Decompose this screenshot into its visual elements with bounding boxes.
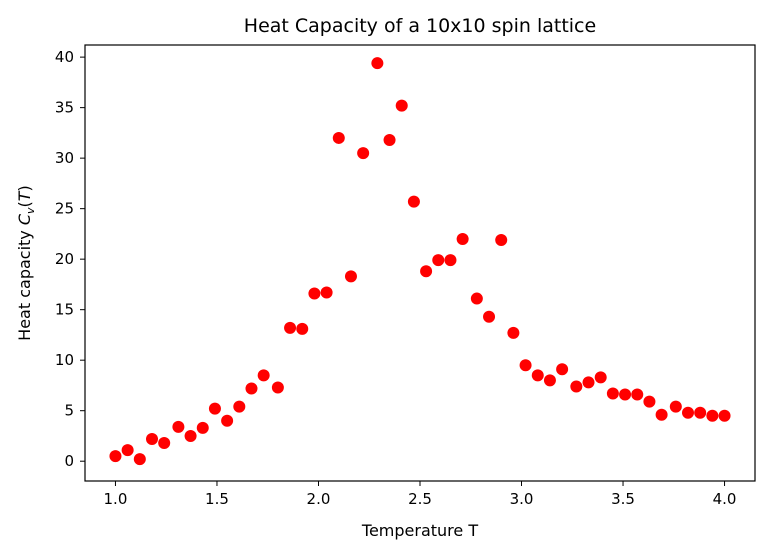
data-point [507,326,520,339]
data-point [669,400,682,413]
data-point [531,369,544,382]
data-point [606,387,619,400]
data-point [444,254,457,267]
data-point [432,254,445,267]
x-axis: 1.0 1.5 2.0 2.5 3.0 3.5 4.0 [104,481,737,508]
data-point [308,287,321,300]
y-tick-label: 10 [55,351,74,369]
data-point [631,388,644,401]
data-point [233,400,246,413]
data-points [109,57,731,466]
y-tick-label: 20 [55,250,74,268]
data-point [184,429,197,442]
data-point [357,147,370,160]
data-point [344,270,357,283]
data-point [655,408,668,421]
data-point [519,359,532,372]
data-point [420,265,433,278]
data-point [121,444,134,457]
data-point [245,382,258,395]
data-point [146,432,158,445]
data-point [196,421,209,434]
x-tick-label: 3.5 [611,490,635,508]
y-tick-label: 35 [55,99,74,117]
data-point [483,310,496,323]
data-point [284,321,297,334]
y-tick-label: 25 [55,200,74,218]
y-axis-label: Heat capacity Cv(T) [15,185,37,341]
chart-title: Heat Capacity of a 10x10 spin lattice [244,15,596,37]
data-point [332,131,345,144]
data-point [582,376,595,389]
data-point [172,420,185,433]
x-tick-label: 1.0 [104,490,128,508]
data-point [456,232,469,245]
data-point [320,286,333,299]
data-point [395,99,408,112]
data-point [271,381,284,394]
data-point [257,369,270,382]
data-point [383,133,396,146]
y-tick-label: 40 [55,48,74,66]
y-tick-label: 30 [55,149,74,167]
data-point [109,450,122,463]
axes-frame [84,44,756,482]
x-tick-label: 2.0 [307,490,331,508]
data-point [543,374,556,387]
data-point [371,57,384,70]
data-point [643,395,656,408]
data-point [619,388,632,401]
x-tick-label: 3.0 [510,490,534,508]
data-point [470,292,483,305]
data-point [694,406,707,419]
data-point [495,233,508,246]
y-tick-label: 0 [64,452,74,470]
x-tick-label: 1.5 [205,490,229,508]
y-tick-label: 15 [55,301,74,319]
data-point [718,409,731,422]
data-point [158,437,171,450]
data-point [208,402,221,415]
y-tick-label: 5 [64,402,74,420]
data-point [570,380,583,393]
x-tick-label: 2.5 [408,490,432,508]
data-point [682,406,694,419]
data-point [706,409,719,422]
data-point [296,322,309,335]
x-axis-label: Temperature T [361,521,478,540]
data-point [133,453,146,466]
data-point [556,363,569,376]
data-point [594,371,607,384]
data-point [221,414,234,427]
x-tick-label: 4.0 [713,490,737,508]
data-point [407,195,420,208]
y-axis: 0 5 10 15 20 25 30 35 40 [55,48,85,470]
